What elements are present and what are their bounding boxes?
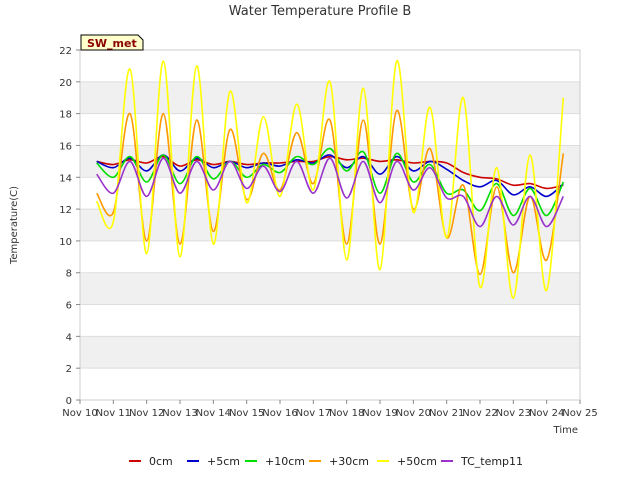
legend-label: TC_temp11	[460, 455, 523, 468]
y-tick-label: 8	[66, 269, 72, 280]
background-band	[80, 272, 580, 305]
site-label-box	[80, 34, 144, 51]
y-tick-label: 4	[66, 332, 72, 343]
plot-area-frame	[79, 49, 581, 401]
series-line--10cm	[96, 147, 565, 217]
legend: 0cm +5cm +10cm +30cm +50cm TC_temp11	[129, 455, 523, 468]
site-label-tag: SW_met	[80, 34, 144, 51]
x-tick-label: Nov 15	[229, 408, 264, 419]
background-band	[80, 81, 580, 114]
x-tick-label: Nov 12	[129, 408, 164, 419]
legend-label: +30cm	[329, 455, 369, 468]
site-label-text: SW_met	[87, 37, 137, 50]
x-tick-label: Nov 10	[62, 408, 97, 419]
x-tick-label: Nov 23	[496, 408, 531, 419]
x-tick-label: Nov 14	[196, 408, 231, 419]
legend-item: TC_temp11	[441, 455, 523, 468]
x-tick-label: Nov 13	[162, 408, 197, 419]
series-line--50cm	[95, 60, 565, 300]
y-tick-label: 22	[59, 46, 72, 57]
legend-label: 0cm	[149, 455, 173, 468]
x-tick-label: Nov 22	[462, 408, 497, 419]
series-line-0cm	[96, 155, 564, 190]
x-tick-label: Nov 18	[329, 408, 364, 419]
x-tick-label: Nov 19	[362, 408, 397, 419]
y-tick-label: 6	[66, 301, 72, 312]
legend-item: 0cm	[129, 455, 173, 468]
x-tick-label: Nov 25	[562, 408, 597, 419]
chart-title: Water Temperature Profile B	[229, 4, 412, 19]
series-lines	[95, 60, 565, 300]
legend-label: +5cm	[207, 455, 240, 468]
x-tick-label: Nov 24	[529, 408, 564, 419]
y-tick-label: 0	[66, 396, 72, 407]
y-tick-label: 10	[59, 237, 72, 248]
y-tick-label: 14	[59, 173, 72, 184]
legend-item: +10cm	[245, 455, 305, 468]
y-tick-label: 18	[59, 110, 72, 121]
x-tick-label: Nov 20	[396, 408, 431, 419]
x-tick-label: Nov 11	[96, 408, 131, 419]
x-axis-title: Time	[553, 425, 578, 436]
y-tick-label: 2	[66, 364, 72, 375]
x-tick-label: Nov 17	[296, 408, 331, 419]
plot-background-bands	[80, 81, 580, 369]
x-tick-label: Nov 21	[429, 408, 464, 419]
y-tick-label: 12	[59, 205, 72, 216]
legend-label: +50cm	[397, 455, 437, 468]
y-tick-label: 20	[59, 78, 72, 89]
y-axis-title: Temperature(C)	[9, 186, 20, 265]
x-tick-label: Nov 16	[262, 408, 297, 419]
legend-item: +5cm	[187, 455, 240, 468]
series-line--30cm	[96, 109, 565, 276]
series-line-tc-temp11	[96, 157, 565, 228]
legend-label: +10cm	[265, 455, 305, 468]
series-line--5cm	[96, 154, 564, 198]
legend-item: +30cm	[309, 455, 369, 468]
legend-item: +50cm	[377, 455, 437, 468]
background-band	[80, 209, 580, 241]
y-tick-label: 16	[59, 141, 72, 152]
background-band	[80, 145, 580, 178]
background-band	[80, 336, 580, 369]
